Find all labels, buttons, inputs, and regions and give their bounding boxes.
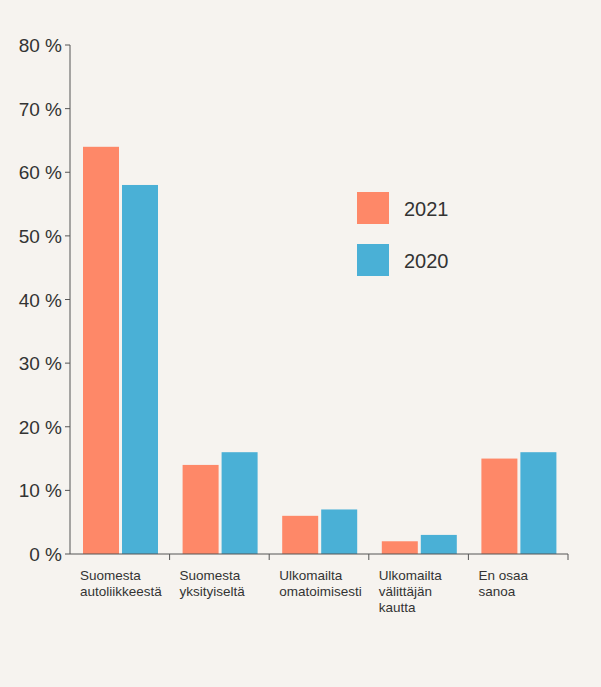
bar	[122, 185, 158, 554]
x-tick	[269, 554, 270, 560]
x-tick	[368, 554, 369, 560]
bar	[421, 535, 457, 554]
x-tick-label: Suomestaautoliikkeestä	[80, 568, 162, 599]
y-tick	[65, 490, 70, 491]
x-axis: Suomestaautoliikkeestä Suomestayksityisel…	[70, 554, 568, 615]
y-tick	[65, 363, 70, 364]
legend-label: 2021	[404, 198, 449, 220]
x-tick	[568, 554, 569, 560]
legend: 2021 2020	[357, 192, 449, 276]
y-tick	[65, 299, 70, 300]
y-axis: 0 % 10 % 20 % 30 % 40 % 50 % 60 % 70 % 80 %	[19, 35, 70, 565]
y-tick-label: 60 %	[19, 162, 62, 183]
legend-swatch	[357, 192, 389, 224]
y-tick	[65, 554, 70, 555]
legend-swatch	[357, 244, 389, 276]
y-tick-label: 70 %	[19, 99, 62, 120]
bar	[481, 459, 517, 554]
y-tick	[65, 45, 70, 46]
y-tick-label: 0 %	[29, 544, 62, 565]
y-tick-label: 20 %	[19, 417, 62, 438]
x-axis-line	[70, 554, 568, 555]
y-tick-label: 80 %	[19, 35, 62, 56]
legend-label: 2020	[404, 250, 449, 272]
bar	[282, 516, 318, 554]
x-tick	[169, 554, 170, 560]
bar	[321, 509, 357, 554]
x-tick	[468, 554, 469, 560]
bar	[520, 452, 556, 554]
bar	[382, 541, 418, 554]
bar	[183, 465, 219, 554]
bar	[83, 147, 119, 554]
bars	[83, 147, 556, 554]
y-tick	[65, 426, 70, 427]
y-tick-label: 30 %	[19, 353, 62, 374]
x-tick-label: Ulkomailtavälittäjänkautta	[379, 568, 443, 615]
y-tick	[65, 108, 70, 109]
x-tick-label: Suomestayksityiseltä	[180, 568, 246, 599]
bar	[222, 452, 258, 554]
y-tick-label: 50 %	[19, 226, 62, 247]
x-tick-label: En osaasanoa	[478, 568, 528, 599]
y-axis-line	[70, 45, 71, 554]
y-tick-label: 40 %	[19, 290, 62, 311]
y-tick-label: 10 %	[19, 480, 62, 501]
y-tick	[65, 235, 70, 236]
y-tick	[65, 172, 70, 173]
x-tick-label: Ulkomailtaomatoimisesti	[279, 568, 362, 599]
chart: 0 % 10 % 20 % 30 % 40 % 50 % 60 % 70 % 80 % Suome…	[0, 0, 601, 687]
